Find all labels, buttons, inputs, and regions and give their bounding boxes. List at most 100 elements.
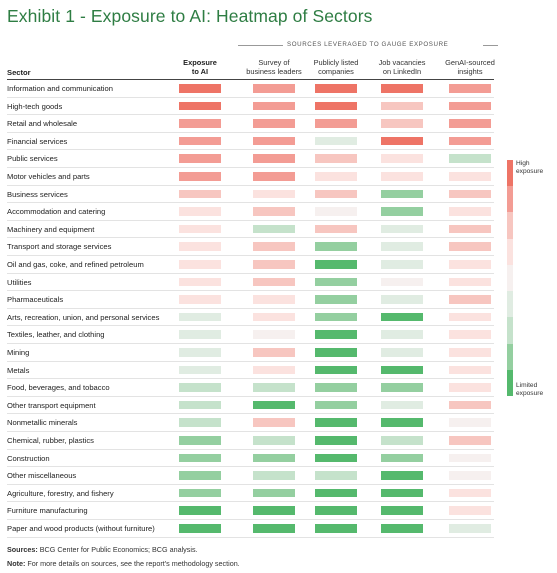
heatmap-cell [315, 436, 357, 445]
heatmap-cell [381, 242, 423, 251]
heatmap-cell [253, 383, 295, 392]
heatmap-cell [315, 312, 357, 322]
legend-swatch [507, 160, 513, 187]
heatmap-cell [179, 189, 221, 199]
heatmap-cell [315, 207, 357, 216]
sector-label: Chemical, rubber, plastics [7, 436, 94, 445]
heatmap-cell [381, 154, 423, 163]
heatmap-cell [179, 400, 221, 410]
heatmap-cell [179, 101, 221, 111]
heatmap-cell [253, 101, 295, 111]
heatmap-cell [381, 119, 423, 128]
heatmap-cell [179, 312, 221, 322]
heatmap-cell [381, 330, 423, 339]
legend-limited-label: Limited exposure [516, 382, 557, 397]
legend-label-line: exposure [516, 167, 544, 175]
sources-header-label: SOURCES LEVERAGED TO GAUGE EXPOSURE [287, 41, 449, 48]
legend-high-label: High exposure [516, 160, 557, 175]
legend-swatch [507, 238, 513, 265]
table-row: Chemical, rubber, plastics [7, 432, 494, 450]
heatmap-cell [315, 453, 357, 463]
table-row: Information and communication [7, 80, 494, 98]
chart-title: Exhibit 1 - Exposure to AI: Heatmap of S… [7, 6, 373, 26]
heatmap-cell [315, 330, 357, 339]
header-divider [7, 79, 494, 80]
heatmap-cell [449, 277, 491, 287]
heatmap-cell [449, 524, 491, 533]
heatmap-cell [253, 524, 295, 533]
heatmap-cell [179, 330, 221, 339]
heatmap-cell [449, 154, 491, 163]
table-row: Retail and wholesale [7, 115, 494, 133]
table-row: Utilities [7, 274, 494, 292]
heatmap-cell [315, 224, 357, 234]
table-row: Business services [7, 186, 494, 204]
heatmap-cell [315, 260, 357, 269]
footer-sources-text: BCG Center for Public Economics; BCG ana… [37, 545, 198, 554]
column-header-line: business leaders [246, 67, 302, 76]
footer-note-text: For more details on sources, see the rep… [25, 559, 240, 568]
heatmap-cell [449, 488, 491, 498]
heatmap-cell [253, 136, 295, 146]
table-row: Paper and wood products (without furnitu… [7, 520, 494, 538]
heatmap-cell [315, 506, 357, 515]
heatmap-cell [315, 295, 357, 304]
heatmap-cell [253, 330, 295, 339]
table-row: Food, beverages, and tobacco [7, 379, 494, 397]
sector-label: Motor vehicles and parts [7, 172, 90, 181]
footer-note: Note: For more details on sources, see t… [7, 559, 240, 568]
heatmap-cell [253, 224, 295, 234]
heatmap-cell [449, 400, 491, 410]
heatmap-cell [315, 348, 357, 357]
sector-label: Textiles, leather, and clothing [7, 330, 105, 340]
heatmap-cell [253, 119, 295, 128]
heatmap-cell [179, 172, 221, 181]
heatmap-cell [253, 365, 295, 375]
heatmap-cell [449, 101, 491, 111]
table-row: Metals [7, 362, 494, 380]
column-header-line: Publicly listed [313, 58, 359, 67]
heatmap-cell [381, 418, 423, 427]
heatmap-cell [179, 277, 221, 287]
heatmap-cell [315, 365, 357, 375]
column-header-line: insights [457, 67, 483, 76]
column-header-line: GenAI-sourced [445, 58, 495, 67]
heatmap-cell [449, 260, 491, 269]
heatmap-cell [315, 189, 357, 199]
heatmap-cell [381, 506, 423, 515]
legend: High exposure Limited exposure [507, 160, 557, 405]
legend-label-line: exposure [516, 389, 544, 397]
sector-label: Accommodation and catering [7, 207, 106, 217]
heatmap-cell [179, 260, 221, 269]
heatmap-cell [381, 207, 423, 216]
legend-swatch [507, 343, 513, 370]
heatmap-cell [381, 277, 423, 287]
heatmap-cell [449, 471, 491, 480]
heatmap-cell [381, 488, 423, 498]
heatmap-cell [253, 260, 295, 269]
column-header-line: Exposure [183, 58, 217, 67]
heatmap-cell [315, 119, 357, 128]
sector-label: Other miscellaneous [7, 471, 77, 481]
heatmap-cell [253, 348, 295, 357]
legend-swatch [507, 317, 513, 344]
column-header-line: on LinkedIn [382, 67, 422, 76]
legend-swatch [507, 291, 513, 318]
heatmap-cell [449, 348, 491, 357]
table-row: Other transport equipment [7, 397, 494, 415]
table-row: Transport and storage services [7, 238, 494, 256]
table-row: Construction [7, 450, 494, 468]
heatmap-cell [253, 84, 295, 93]
sector-label: Financial services [7, 136, 68, 146]
heatmap-cell [449, 136, 491, 146]
sector-label: Pharmaceuticals [7, 295, 64, 305]
heatmap-cell [253, 418, 295, 427]
sector-label: Agriculture, forestry, and fishery [7, 488, 114, 498]
heatmap-cell [253, 242, 295, 251]
heatmap-cell [253, 488, 295, 498]
heatmap-cell [315, 242, 357, 251]
sector-label: Machinery and equipment [7, 224, 95, 234]
heatmap-cell [179, 224, 221, 234]
table-row: High-tech goods [7, 98, 494, 116]
footer-note-label: Note: [7, 559, 26, 568]
